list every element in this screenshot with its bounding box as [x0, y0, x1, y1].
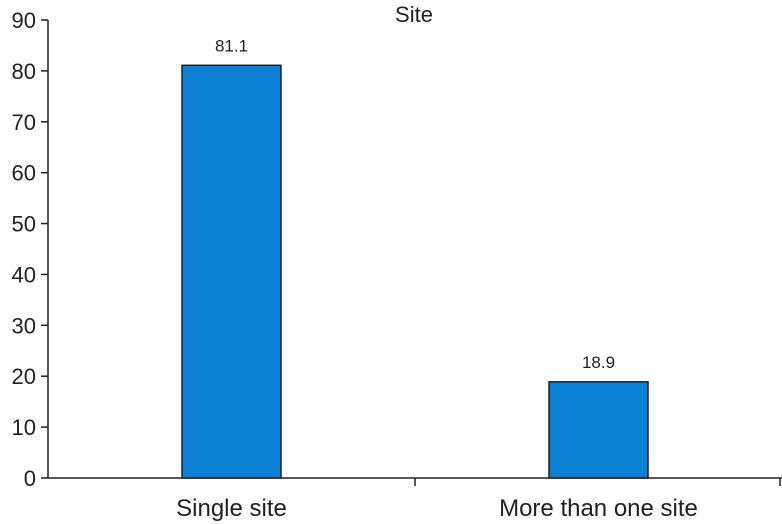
y-tick-label: 20 — [12, 364, 36, 389]
bar-single-site — [181, 64, 282, 479]
y-tick-label: 60 — [12, 161, 36, 186]
x-category-label: More than one site — [499, 495, 698, 522]
data-label: 18.9 — [582, 353, 615, 372]
y-tick-label: 80 — [12, 59, 36, 84]
chart-title: Site — [395, 2, 433, 27]
x-axis: Single site More than one site — [48, 477, 782, 522]
data-label: 81.1 — [215, 36, 248, 55]
y-axis: 0 10 20 30 40 50 60 70 80 90 — [12, 8, 49, 491]
y-tick-label: 30 — [12, 313, 36, 338]
bars: 81.1 18.9 — [181, 36, 649, 479]
bar-more-than-one-site — [548, 381, 649, 479]
y-tick-label: 10 — [12, 415, 36, 440]
y-tick-label: 90 — [12, 8, 36, 33]
y-tick-label: 40 — [12, 262, 36, 287]
y-tick-label: 0 — [24, 466, 36, 491]
y-tick-label: 50 — [12, 212, 36, 237]
y-tick-label: 70 — [12, 110, 36, 135]
x-category-label: Single site — [176, 495, 287, 522]
